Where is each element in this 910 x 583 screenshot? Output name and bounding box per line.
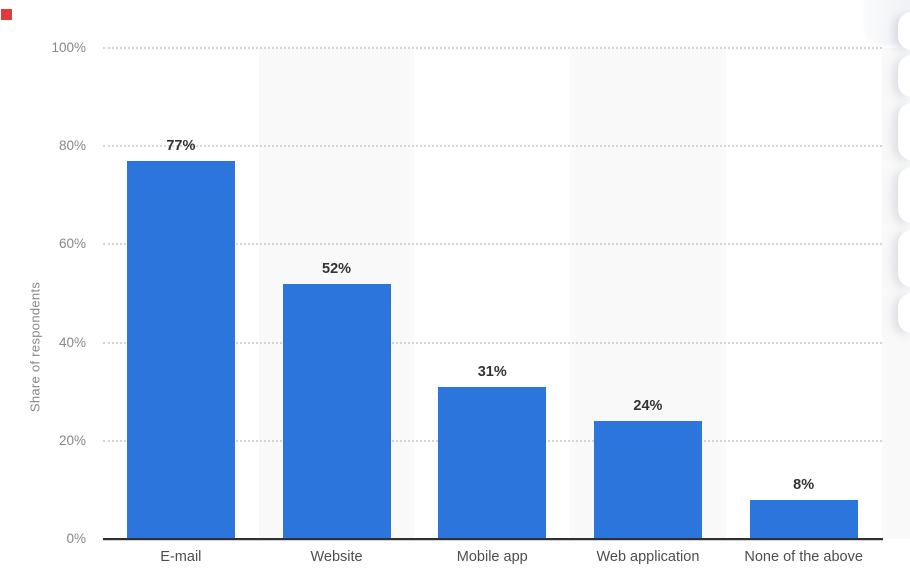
bar-e-mail[interactable] xyxy=(126,160,235,539)
y-tick-label: 20% xyxy=(58,432,86,448)
bar-mobile-app[interactable] xyxy=(438,386,547,539)
data-label: 8% xyxy=(793,476,815,493)
cut-off-button[interactable] xyxy=(898,167,910,223)
gridline xyxy=(103,145,882,148)
data-label: 31% xyxy=(477,363,507,380)
data-label: 52% xyxy=(322,260,352,277)
gridline xyxy=(103,47,882,49)
cut-off-button[interactable] xyxy=(898,12,910,50)
y-tick-label: 100% xyxy=(51,40,86,55)
cut-off-button[interactable] xyxy=(898,230,910,287)
category-label: Web application xyxy=(596,549,700,565)
y-axis-title: Share of respondents xyxy=(27,281,43,413)
cut-off-button[interactable] xyxy=(898,103,910,160)
bar-none-of-the-above[interactable] xyxy=(749,499,858,539)
bar-website[interactable] xyxy=(282,283,391,539)
bar-web-application[interactable] xyxy=(593,421,702,539)
cut-off-button[interactable] xyxy=(898,55,910,97)
x-axis-line xyxy=(103,538,883,540)
category-label: Mobile app xyxy=(456,549,528,565)
data-label: 24% xyxy=(633,398,663,415)
y-tick-label: 0% xyxy=(66,531,86,546)
y-tick-label: 40% xyxy=(58,334,86,350)
category-label: Website xyxy=(310,549,363,565)
category-label: E-mail xyxy=(160,549,202,565)
y-tick-label: 80% xyxy=(58,138,86,154)
data-label: 77% xyxy=(166,137,196,154)
cut-off-button[interactable] xyxy=(898,293,910,333)
gridline xyxy=(103,341,882,344)
category-label: None of the above xyxy=(744,549,863,565)
y-tick-label: 60% xyxy=(58,236,86,252)
gridline xyxy=(103,243,882,246)
red-marker xyxy=(1,9,12,20)
